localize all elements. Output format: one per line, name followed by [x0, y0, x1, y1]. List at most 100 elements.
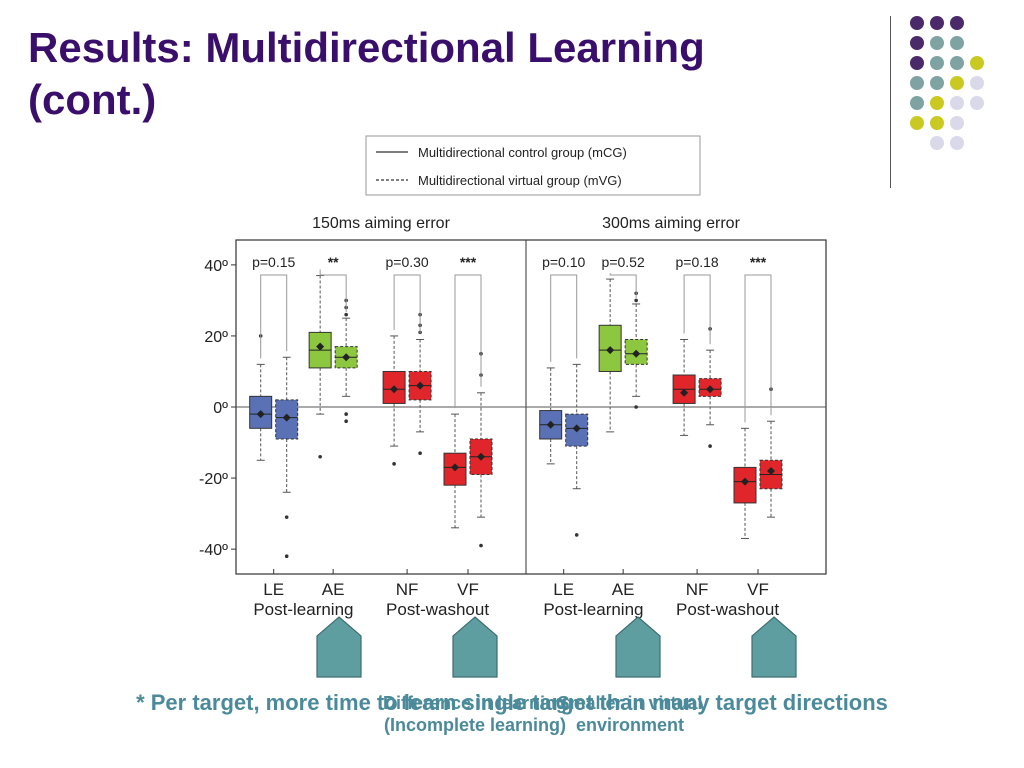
x-tick-label: NF [686, 580, 709, 599]
decor-dot [910, 116, 924, 130]
decor-dot [950, 16, 964, 30]
box-mean [606, 346, 615, 355]
box-outlier [574, 533, 579, 537]
box-le-mvg [275, 356, 299, 559]
x-group-label: Post-washout [676, 600, 779, 619]
decor-dot [930, 16, 944, 30]
footnote: * Per target, more time to learn single … [136, 690, 888, 715]
x-tick-label: LE [553, 580, 574, 599]
significance-bracket [550, 274, 578, 362]
significance-bracket [609, 273, 637, 298]
box-outlier [392, 462, 396, 466]
box-outlier [344, 312, 348, 317]
p-value-label: p=0.15 [252, 254, 295, 270]
decor-dot [950, 76, 964, 90]
box-outlier [418, 451, 422, 455]
box-mean [572, 424, 581, 433]
decor-dot [910, 96, 924, 110]
box-outlier [284, 515, 289, 519]
box-nf-mcg [382, 335, 406, 466]
callout-left: Difference in learning (Incomplete learn… [355, 692, 595, 736]
box-nf-mvg [698, 327, 722, 448]
box-mean [680, 388, 689, 397]
decor-dot [950, 136, 964, 150]
slide-title-line-2: (cont.) [28, 76, 157, 123]
box-mean [342, 353, 351, 362]
box-vf-mcg [733, 427, 757, 539]
box-outlier [284, 554, 289, 559]
box-ae-mcg [308, 275, 332, 459]
p-value-label: p=0.18 [675, 254, 718, 270]
y-tick-label: -40º [199, 542, 228, 559]
decor-dot [950, 96, 964, 110]
significance-bracket [319, 269, 347, 313]
box-mean [416, 381, 425, 390]
x-tick-label: AE [612, 580, 635, 599]
box-outlier [344, 412, 348, 416]
box-le-mcg [249, 334, 273, 461]
slide-title: Results: Multidirectional Learning (cont… [28, 22, 868, 126]
decor-dot [930, 56, 944, 70]
box-le-mvg [565, 363, 589, 537]
x-group-label: Post-washout [386, 600, 489, 619]
decor-dot [910, 56, 924, 70]
legend-label: Multidirectional control group (mCG) [418, 145, 627, 160]
box-ae-mvg [624, 291, 648, 409]
callout-right: Smaller in virtual environment [520, 692, 740, 736]
significance-bracket [454, 274, 482, 409]
significance-bracket [683, 274, 711, 345]
x-group-label: Post-learning [543, 600, 643, 619]
legend-box [365, 135, 701, 196]
y-tick-label: 20º [204, 329, 228, 346]
box-mean [477, 452, 485, 461]
decor-dot-grid [0, 0, 1024, 200]
arrow-up-icon-1 [316, 616, 362, 678]
decor-dot [970, 76, 984, 90]
x-tick-label: AE [322, 580, 345, 599]
decor-dot [950, 116, 964, 130]
significance-bracket [744, 274, 772, 423]
x-tick-label: VF [747, 580, 769, 599]
callout-right-line-2: environment [575, 715, 685, 735]
box-mean [767, 466, 775, 475]
callout-left-line-2: (Incomplete learning) [383, 715, 567, 735]
arrow-up-icon-2 [452, 616, 498, 678]
y-tick-label: 40º [204, 258, 228, 275]
decor-dot [910, 16, 924, 30]
box-outlier [318, 454, 322, 459]
legend-label: Multidirectional virtual group (mVG) [418, 173, 622, 188]
box-ae-mcg [598, 278, 622, 433]
x-tick-label: LE [263, 580, 284, 599]
box-nf-mvg [408, 312, 432, 455]
box-le-mcg [539, 367, 563, 465]
box-outlier [634, 405, 638, 409]
callout-right-line-1: Smaller in virtual [557, 693, 703, 713]
decor-dot [910, 76, 924, 90]
box-ae-mvg [334, 298, 358, 424]
box-mean [282, 413, 291, 422]
panel-title: 150ms aiming error [312, 215, 451, 232]
x-tick-label: VF [457, 580, 479, 599]
box-nf-mcg [672, 338, 696, 436]
p-value-label: *** [460, 254, 477, 270]
decor-dot [950, 36, 964, 50]
decor-dot [930, 116, 944, 130]
box-outlier [344, 419, 348, 424]
significance-bracket [393, 274, 421, 334]
y-tick-label: -20º [199, 471, 228, 488]
box-mean [316, 342, 325, 351]
decor-dot [970, 96, 984, 110]
decor-dot [930, 76, 944, 90]
significance-bracket [260, 274, 288, 359]
box-mean [451, 463, 459, 472]
box-vf-mvg [759, 387, 783, 518]
decor-dot [950, 56, 964, 70]
p-value-label: p=0.10 [542, 254, 585, 270]
decor-dot [930, 96, 944, 110]
box-outlier [708, 444, 712, 448]
slide-title-line-1: Results: Multidirectional Learning [28, 24, 705, 71]
box-vf-mvg [469, 351, 493, 548]
box-mean [632, 349, 641, 358]
x-group-label: Post-learning [253, 600, 353, 619]
decor-dot [930, 136, 944, 150]
